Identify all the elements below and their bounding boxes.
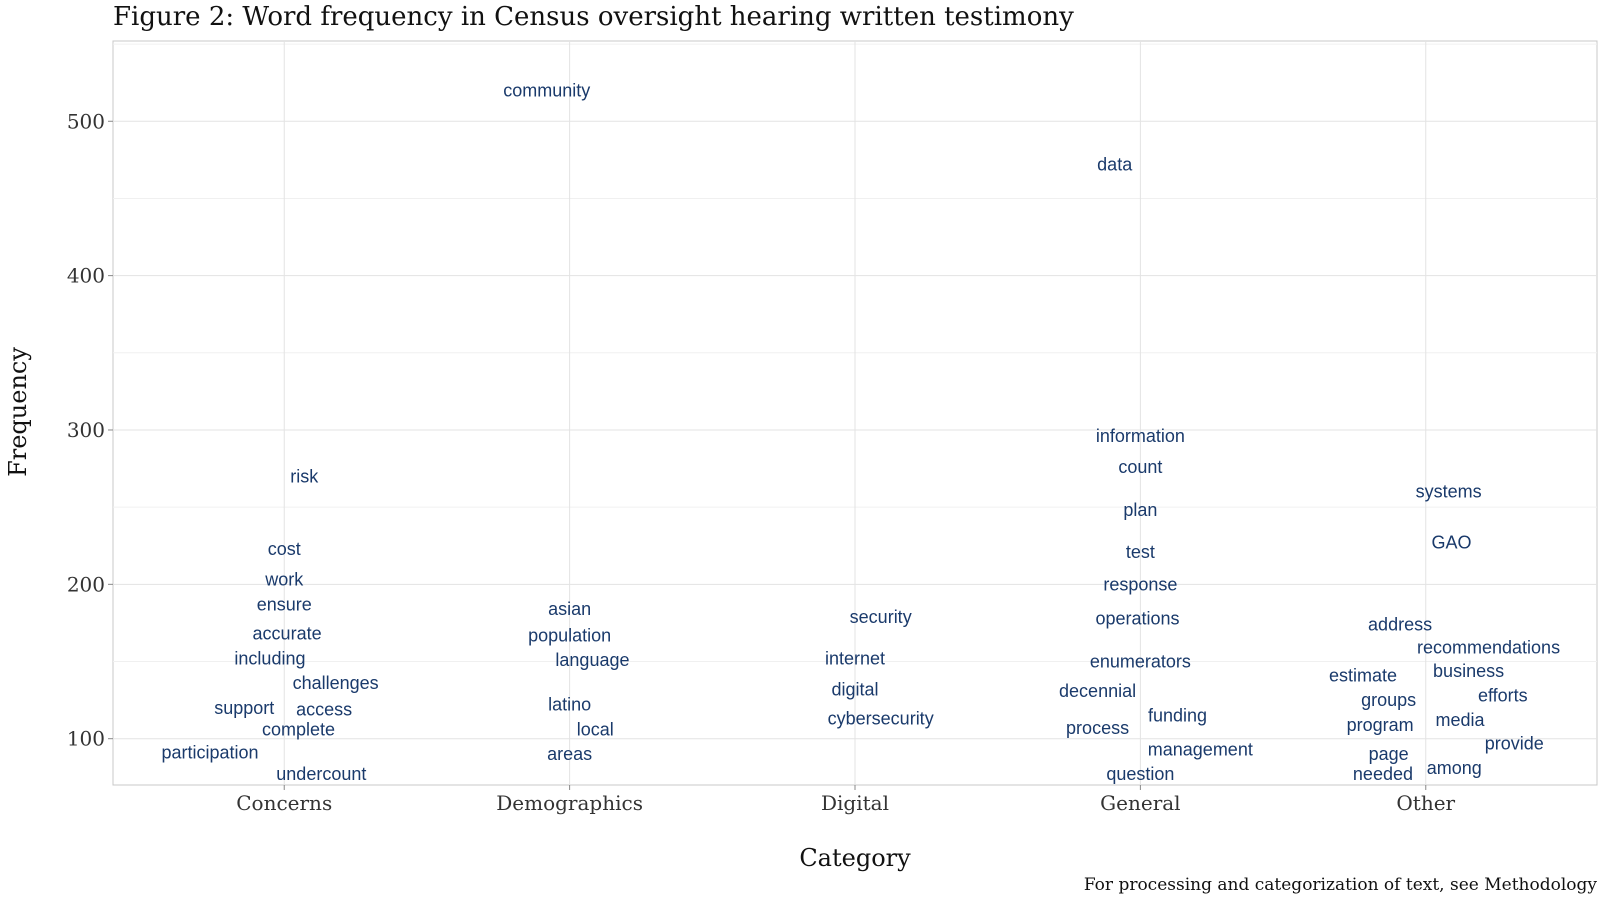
word-label-access: access — [296, 699, 352, 719]
word-label-work: work — [264, 570, 304, 590]
y-tick-label: 500 — [67, 109, 105, 133]
word-label-recommendations: recommendations — [1417, 638, 1560, 658]
word-label-ensure: ensure — [257, 594, 312, 614]
word-label-count: count — [1118, 457, 1162, 477]
word-label-gao: GAO — [1431, 533, 1471, 553]
word-label-digital: digital — [831, 679, 878, 699]
word-label-plan: plan — [1123, 500, 1157, 520]
y-tick-label: 400 — [67, 264, 105, 288]
word-label-groups: groups — [1361, 690, 1416, 710]
word-label-participation: participation — [161, 743, 258, 763]
word-label-media: media — [1435, 710, 1485, 730]
methodology-caption: For processing and categorization of tex… — [1084, 875, 1598, 895]
word-label-estimate: estimate — [1329, 665, 1397, 685]
word-label-asian: asian — [548, 599, 591, 619]
x-axis-ticks: Concerns Demographics Digital General Other — [236, 785, 1456, 815]
word-label-accurate: accurate — [253, 624, 322, 644]
word-label-among: among — [1427, 758, 1482, 778]
word-label-local: local — [577, 719, 614, 739]
word-label-systems: systems — [1416, 482, 1482, 502]
chart-title: Figure 2: Word frequency in Census overs… — [113, 2, 1074, 32]
word-label-enumerators: enumerators — [1090, 652, 1191, 672]
word-label-community: community — [503, 80, 590, 100]
x-tick-label: Digital — [821, 791, 889, 815]
word-label-support: support — [214, 698, 274, 718]
y-tick-label: 100 — [67, 727, 105, 751]
x-tick-label: General — [1100, 791, 1180, 815]
word-label-complete: complete — [262, 719, 335, 739]
word-label-provide: provide — [1485, 733, 1544, 753]
word-label-internet: internet — [825, 648, 885, 668]
y-tick-label: 200 — [67, 572, 105, 596]
word-label-information: information — [1096, 426, 1185, 446]
y-tick-label: 300 — [67, 418, 105, 442]
word-label-efforts: efforts — [1478, 685, 1528, 705]
word-label-data: data — [1097, 154, 1133, 174]
word-label-cost: cost — [268, 539, 301, 559]
word-label-business: business — [1433, 661, 1504, 681]
word-label-program: program — [1347, 715, 1414, 735]
x-axis-title: Category — [799, 844, 911, 872]
word-label-risk: risk — [290, 466, 319, 486]
word-label-language: language — [555, 650, 629, 670]
word-label-undercount: undercount — [276, 764, 366, 784]
word-label-cybersecurity: cybersecurity — [828, 709, 934, 729]
word-label-funding: funding — [1148, 706, 1207, 726]
word-labels: risk cost work ensure accurate including chall… — [161, 80, 1560, 784]
word-label-question: question — [1106, 764, 1174, 784]
word-label-needed: needed — [1353, 764, 1413, 784]
word-label-process: process — [1066, 718, 1129, 738]
word-label-latino: latino — [548, 695, 591, 715]
word-label-areas: areas — [547, 744, 592, 764]
word-label-response: response — [1103, 574, 1177, 594]
y-axis-title: Frequency — [4, 347, 32, 477]
word-label-challenges: challenges — [293, 673, 379, 693]
word-label-management: management — [1148, 739, 1253, 759]
word-label-population: population — [528, 625, 611, 645]
word-label-operations: operations — [1095, 608, 1179, 628]
y-axis-ticks: 100 200 300 400 500 — [67, 109, 113, 751]
word-label-test: test — [1126, 542, 1155, 562]
word-label-page: page — [1369, 744, 1409, 764]
major-gridlines — [113, 41, 1597, 785]
x-tick-label: Demographics — [496, 791, 643, 815]
x-tick-label: Other — [1396, 791, 1455, 815]
word-label-decennial: decennial — [1059, 681, 1136, 701]
word-label-address: address — [1368, 614, 1432, 634]
word-label-including: including — [234, 648, 305, 668]
word-label-security: security — [850, 607, 912, 627]
x-tick-label: Concerns — [236, 791, 332, 815]
